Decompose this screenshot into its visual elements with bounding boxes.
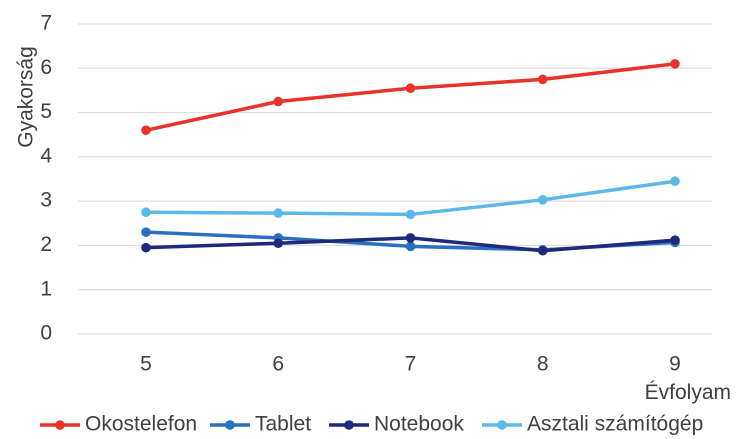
series-notebook <box>141 233 680 256</box>
data-point <box>405 233 416 243</box>
data-point <box>405 209 416 220</box>
legend-marker <box>344 420 354 430</box>
x-axis-ticks: 5 6 7 8 9 <box>140 353 681 376</box>
data-point <box>273 96 284 107</box>
y-tick-label: 5 <box>40 100 52 123</box>
x-tick-label: 7 <box>405 353 417 376</box>
data-point <box>670 59 680 69</box>
legend-marker <box>225 420 235 430</box>
legend-label: Tablet <box>255 413 311 436</box>
y-tick-label: 1 <box>40 277 52 300</box>
x-tick-label: 5 <box>140 353 152 376</box>
data-point <box>141 242 151 253</box>
x-axis-title: Évfolyam <box>645 381 731 404</box>
series-line <box>144 62 677 133</box>
y-tick-label: 6 <box>40 56 52 79</box>
legend-item: Notebook <box>329 413 464 436</box>
x-tick-label: 8 <box>537 353 549 376</box>
data-point <box>537 195 548 205</box>
legend-label: Asztali számítógép <box>527 413 703 436</box>
data-point <box>273 208 284 218</box>
x-tick-label: 6 <box>272 353 284 376</box>
series-line <box>144 179 677 217</box>
x-tick-label: 9 <box>669 353 681 376</box>
y-tick-label: 3 <box>40 189 52 212</box>
data-point <box>405 241 416 252</box>
data-point <box>537 74 548 85</box>
legend-item: Asztali számítógép <box>482 413 703 436</box>
legend-label: Notebook <box>374 413 464 436</box>
y-axis-ticks: 0 1 2 3 4 5 6 7 <box>40 12 52 345</box>
data-point <box>141 207 151 218</box>
legend-marker <box>55 420 65 430</box>
legend: Okostelefon Tablet Notebook Asztali számító… <box>40 413 703 436</box>
data-point <box>537 245 548 256</box>
y-axis-title: Gyakorság <box>15 46 38 148</box>
y-tick-label: 2 <box>40 233 52 256</box>
data-point <box>273 238 284 249</box>
series-asztali-sz-m-t-g-p <box>141 176 680 220</box>
legend-marker <box>497 420 507 430</box>
legend-item: Tablet <box>210 413 311 436</box>
y-tick-label: 0 <box>40 322 52 345</box>
data-point <box>670 176 680 187</box>
series-okostelefon <box>141 59 680 136</box>
data-point <box>670 235 680 245</box>
data-point <box>141 227 151 237</box>
y-tick-label: 4 <box>40 144 52 167</box>
data-point <box>141 125 151 136</box>
series-lines <box>141 59 680 256</box>
legend-label: Okostelefon <box>85 413 197 436</box>
legend-item: Okostelefon <box>40 413 197 436</box>
y-tick-label: 7 <box>40 12 52 35</box>
data-point <box>405 83 416 94</box>
